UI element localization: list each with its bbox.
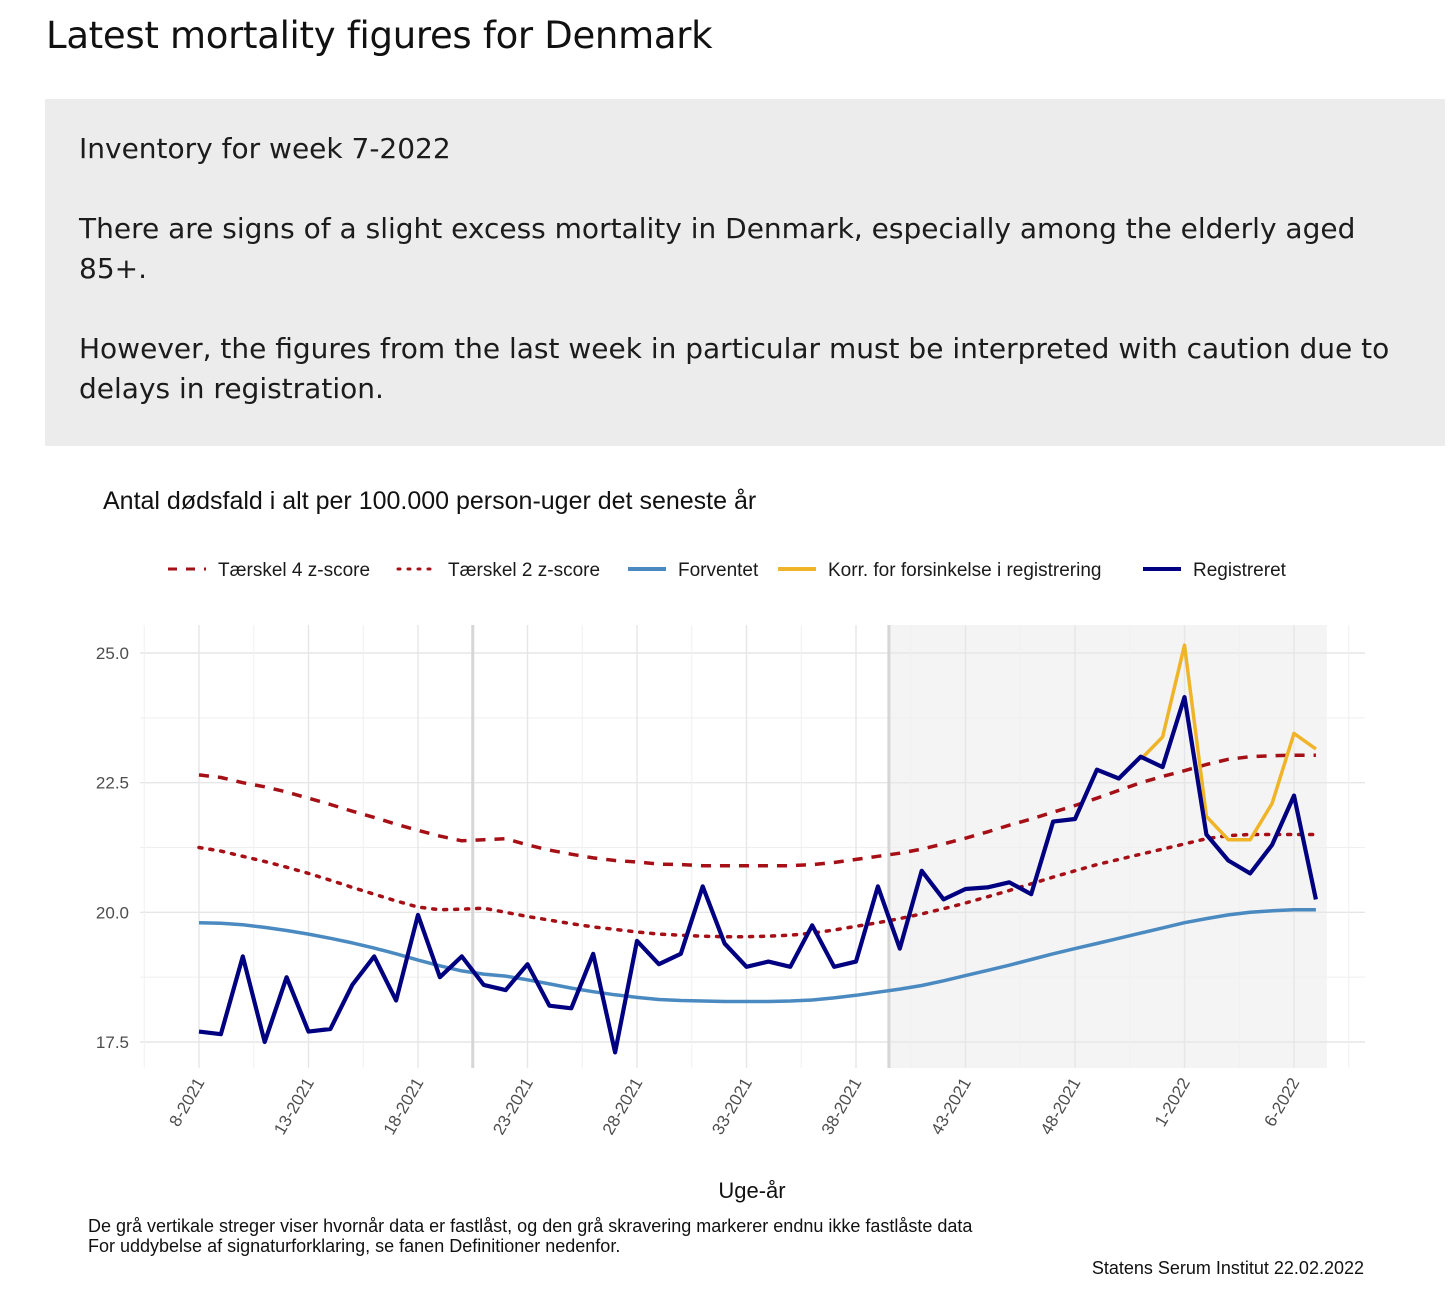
x-tick-label: 28-2021 (599, 1075, 647, 1139)
series-line-registreret (198, 695, 1318, 1055)
y-tick-label: 17.5 (96, 1033, 129, 1052)
legend-label-korr-for-forsinkelse-i-registrering: Korr. for forsinkelse i registrering (828, 560, 1102, 581)
legend-label-registreret: Registreret (1193, 560, 1287, 581)
y-tick-label: 20.0 (96, 903, 129, 922)
info-box: Inventory for week 7-2022 There are sign… (45, 99, 1445, 446)
x-tick-label: 33-2021 (708, 1075, 756, 1139)
legend-label-forventet: Forventet (678, 560, 759, 581)
x-tick-label: 1-2022 (1151, 1075, 1194, 1130)
source-credit: Statens Serum Institut 22.02.2022 (1092, 1258, 1364, 1278)
page-title: Latest mortality figures for Denmark (46, 14, 713, 57)
chart-title: Antal dødsfald i alt per 100.000 person-… (103, 487, 756, 515)
series-line-t-rskel-4-z-score (198, 753, 1316, 868)
x-tick-label: 43-2021 (927, 1075, 975, 1139)
x-axis-label: Uge-år (718, 1178, 785, 1203)
chart-legend: Tærskel 4 z-score Tærskel 2 z-score Forven… (168, 560, 1287, 581)
info-paragraph-excess: There are signs of a slight excess morta… (79, 212, 1356, 285)
y-tick-label: 22.5 (96, 774, 129, 793)
legend-label-t-rskel-4-z-score: Tærskel 4 z-score (218, 560, 370, 581)
x-tick-label: 23-2021 (489, 1075, 537, 1139)
caption-line-1: De grå vertikale streger viser hvornår d… (88, 1216, 973, 1236)
x-tick-label: 38-2021 (818, 1075, 866, 1139)
x-tick-label: 6-2022 (1261, 1075, 1304, 1130)
unlocked-data-shading (888, 625, 1327, 1068)
x-tick-label: 48-2021 (1037, 1075, 1085, 1139)
info-heading: Inventory for week 7-2022 (79, 132, 451, 165)
mortality-chart: Antal dødsfald i alt per 100.000 person-… (88, 487, 1365, 1278)
x-tick-label: 8-2021 (166, 1075, 209, 1130)
gridlines (140, 625, 1365, 1068)
x-tick-label: 18-2021 (380, 1075, 428, 1139)
caption-line-2: For uddybelse af signaturforklaring, se … (88, 1236, 620, 1256)
legend-label-t-rskel-2-z-score: Tærskel 2 z-score (448, 560, 600, 581)
info-paragraph-caution: However, the figures from the last week … (79, 332, 1390, 405)
x-tick-label: 13-2021 (270, 1075, 318, 1139)
series-line-korr-for-forsinkelse-i-registrering (1139, 643, 1317, 842)
plot-area: 17.5 20.0 22.5 25.0 8-2021 13-2021 18-2021 23-2… (96, 625, 1365, 1138)
y-tick-label: 25.0 (96, 644, 129, 663)
series-line-forventet (198, 907, 1316, 1004)
series-line-t-rskel-2-z-score (197, 832, 1318, 939)
